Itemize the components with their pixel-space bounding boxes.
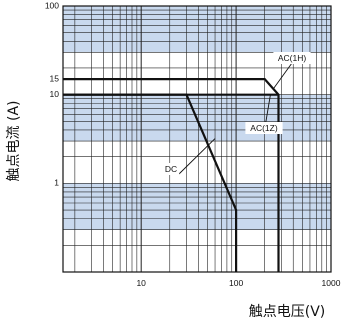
y-tick-label: 15 xyxy=(50,73,60,83)
annotation-label: AC(1H) xyxy=(278,53,307,63)
grid-band xyxy=(63,6,331,53)
x-axis-ticks: 10 100 1000 xyxy=(136,278,340,288)
plot-series xyxy=(63,77,280,272)
series-ac1h xyxy=(63,77,280,272)
annotation-label: DC xyxy=(165,164,177,174)
y-axis-ticks: 100 15 10 1 xyxy=(45,0,59,187)
annotation-leader xyxy=(178,138,216,175)
annotation-bg xyxy=(273,52,311,64)
y-axis-title: 触点电流 (A) xyxy=(6,101,22,182)
x-tick-label: 100 xyxy=(229,278,243,288)
x-tick-label: 1000 xyxy=(322,278,341,288)
annotation-bg xyxy=(245,122,283,134)
y-tick-label: 1 xyxy=(54,178,59,188)
plot-grid xyxy=(63,6,331,272)
annotation-bg xyxy=(162,163,180,175)
x-axis-title: 触点电压(V) xyxy=(249,304,326,320)
plot-frame xyxy=(62,5,332,273)
y-tick-label: 100 xyxy=(45,0,59,10)
y-tick-label: 10 xyxy=(50,89,60,99)
annotation-leader xyxy=(272,62,293,90)
x-tick-label: 10 xyxy=(136,278,146,288)
grid-band xyxy=(63,183,331,230)
plot-annotations: AC(1H) AC(1Z) DC xyxy=(162,52,311,175)
annotation-label: AC(1Z) xyxy=(250,123,278,133)
series-dc xyxy=(63,93,238,272)
